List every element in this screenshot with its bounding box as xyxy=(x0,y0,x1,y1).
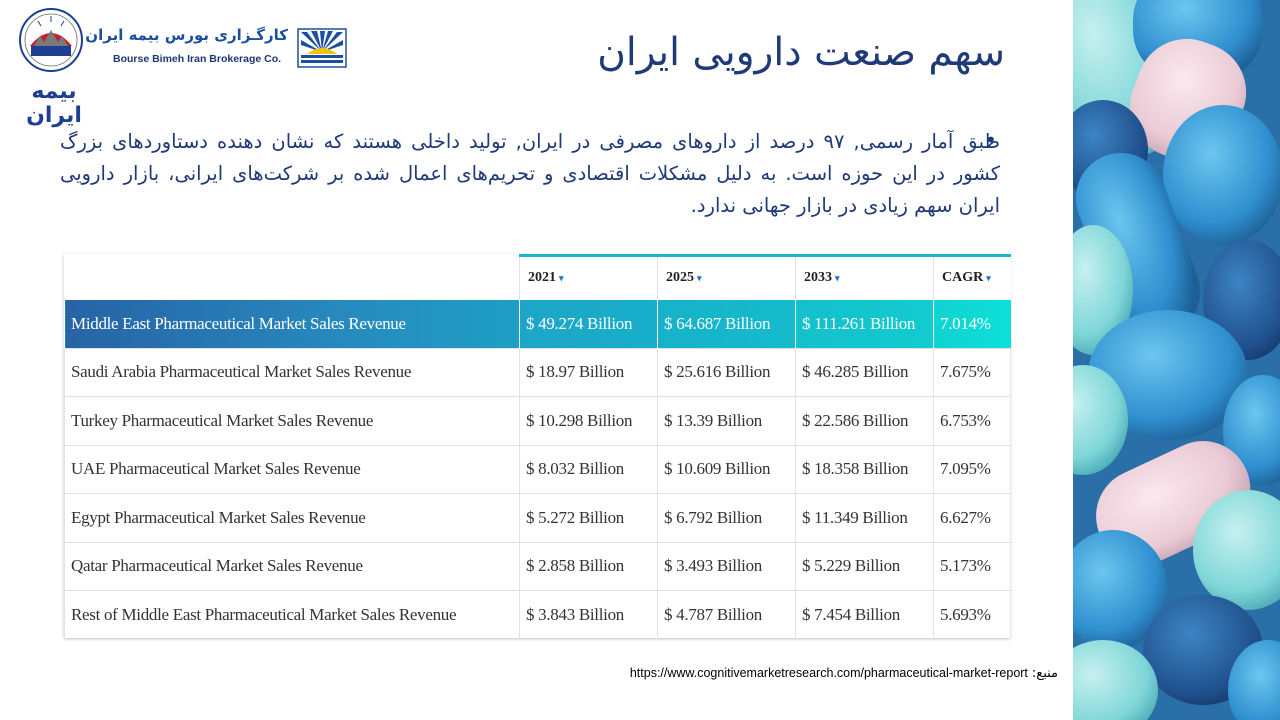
column-header-2021[interactable]: 2021 ▾ xyxy=(519,254,658,300)
table-row: Turkey Pharmaceutical Market Sales Reven… xyxy=(64,396,1011,445)
cell-2021: $ 8.032 Billion xyxy=(519,444,658,494)
insurer-logo-text: بیمه ایران xyxy=(26,79,82,128)
cell-2025: $ 4.787 Billion xyxy=(657,590,796,639)
column-header-label: 2025 xyxy=(666,270,694,286)
cell-2025: $ 3.493 Billion xyxy=(657,541,796,591)
column-header-2033[interactable]: 2033 ▾ xyxy=(795,254,934,300)
row-label: Egypt Pharmaceutical Market Sales Revenu… xyxy=(64,493,520,542)
caret-down-icon: ▾ xyxy=(697,273,702,284)
column-header-cagr[interactable]: CAGR ▾ xyxy=(933,254,1011,300)
column-header-2025[interactable]: 2025 ▾ xyxy=(657,254,796,300)
cell-2033: $ 5.229 Billion xyxy=(795,541,934,591)
cell-2025: $ 13.39 Billion xyxy=(657,396,796,445)
caret-down-icon: ▾ xyxy=(986,273,991,284)
broker-name-en: Bourse Bimeh Iran Brokerage Co. xyxy=(113,53,282,65)
row-label: Qatar Pharmaceutical Market Sales Revenu… xyxy=(64,541,520,591)
cell-2021: $ 5.272 Billion xyxy=(519,493,658,542)
cell-2021: $ 49.274 Billion xyxy=(519,299,658,348)
source-url: https://www.cognitivemarketresearch.com/… xyxy=(629,666,1028,680)
source-label: منبع: xyxy=(1031,666,1058,681)
table-header-row: 2021 ▾ 2025 ▾ 2033 ▾ CAGR ▾ xyxy=(64,254,1011,300)
table-row: Egypt Pharmaceutical Market Sales Revenu… xyxy=(64,493,1011,542)
column-header-label: CAGR xyxy=(942,270,984,286)
slide-title: سهم صنعت دارویی ایران xyxy=(597,30,1005,75)
source-line: منبع: https://www.cognitivemarketresearc… xyxy=(630,665,1058,681)
column-header-label: 2021 xyxy=(528,270,556,286)
cell-cagr: 6.753% xyxy=(933,396,1011,445)
cell-2033: $ 111.261 Billion xyxy=(795,299,934,348)
cell-2033: $ 18.358 Billion xyxy=(795,444,934,494)
cell-2021: $ 18.97 Billion xyxy=(519,347,658,397)
row-label: Turkey Pharmaceutical Market Sales Reven… xyxy=(64,396,520,445)
caret-down-icon: ▾ xyxy=(835,273,840,284)
broker-logo: کارگـزاری بورس بیمه ایران Bourse Bimeh I… xyxy=(85,26,350,72)
broker-name-fa: کارگـزاری بورس بیمه ایران xyxy=(85,26,288,44)
row-label: Middle East Pharmaceutical Market Sales … xyxy=(64,299,520,348)
cell-cagr: 7.095% xyxy=(933,444,1011,494)
table-row-highlighted: Middle East Pharmaceutical Market Sales … xyxy=(64,299,1011,348)
table-row: Saudi Arabia Pharmaceutical Market Sales… xyxy=(64,347,1011,397)
cell-2025: $ 64.687 Billion xyxy=(657,299,796,348)
cell-2021: $ 3.843 Billion xyxy=(519,590,658,639)
seal-emblem-icon xyxy=(19,8,83,72)
table-row: Qatar Pharmaceutical Market Sales Revenu… xyxy=(64,541,1011,591)
bullet-icon: • xyxy=(985,128,997,152)
market-revenue-table: 2021 ▾ 2025 ▾ 2033 ▾ CAGR ▾ Middle East Phar… xyxy=(64,254,1011,639)
insurer-logo: بیمه ایران xyxy=(6,6,98,128)
table-row: UAE Pharmaceutical Market Sales Revenue … xyxy=(64,444,1011,494)
cell-2025: $ 10.609 Billion xyxy=(657,444,796,494)
cell-cagr: 5.693% xyxy=(933,590,1011,639)
cell-cagr: 6.627% xyxy=(933,493,1011,542)
row-label: Rest of Middle East Pharmaceutical Marke… xyxy=(64,590,520,639)
row-label: Saudi Arabia Pharmaceutical Market Sales… xyxy=(64,347,520,397)
pills-illustration xyxy=(1073,0,1280,720)
cell-2025: $ 6.792 Billion xyxy=(657,493,796,542)
cell-2033: $ 7.454 Billion xyxy=(795,590,934,639)
cell-2033: $ 11.349 Billion xyxy=(795,493,934,542)
cell-2021: $ 2.858 Billion xyxy=(519,541,658,591)
cell-2033: $ 46.285 Billion xyxy=(795,347,934,397)
cell-cagr: 5.173% xyxy=(933,541,1011,591)
cell-cagr: 7.675% xyxy=(933,347,1011,397)
cell-2021: $ 10.298 Billion xyxy=(519,396,658,445)
column-header-label: 2033 xyxy=(804,270,832,286)
table-header-empty xyxy=(64,255,520,300)
pills-photo xyxy=(1073,0,1280,720)
cell-2033: $ 22.586 Billion xyxy=(795,396,934,445)
cell-2025: $ 25.616 Billion xyxy=(657,347,796,397)
caret-down-icon: ▾ xyxy=(559,273,564,284)
table-row: Rest of Middle East Pharmaceutical Marke… xyxy=(64,590,1011,639)
row-label: UAE Pharmaceutical Market Sales Revenue xyxy=(64,444,520,494)
body-paragraph: طبق آمار رسمی, ۹۷ درصد از داروهای مصرفی … xyxy=(60,130,1001,217)
sunburst-emblem-icon xyxy=(297,28,347,68)
cell-cagr: 7.014% xyxy=(933,299,1011,348)
